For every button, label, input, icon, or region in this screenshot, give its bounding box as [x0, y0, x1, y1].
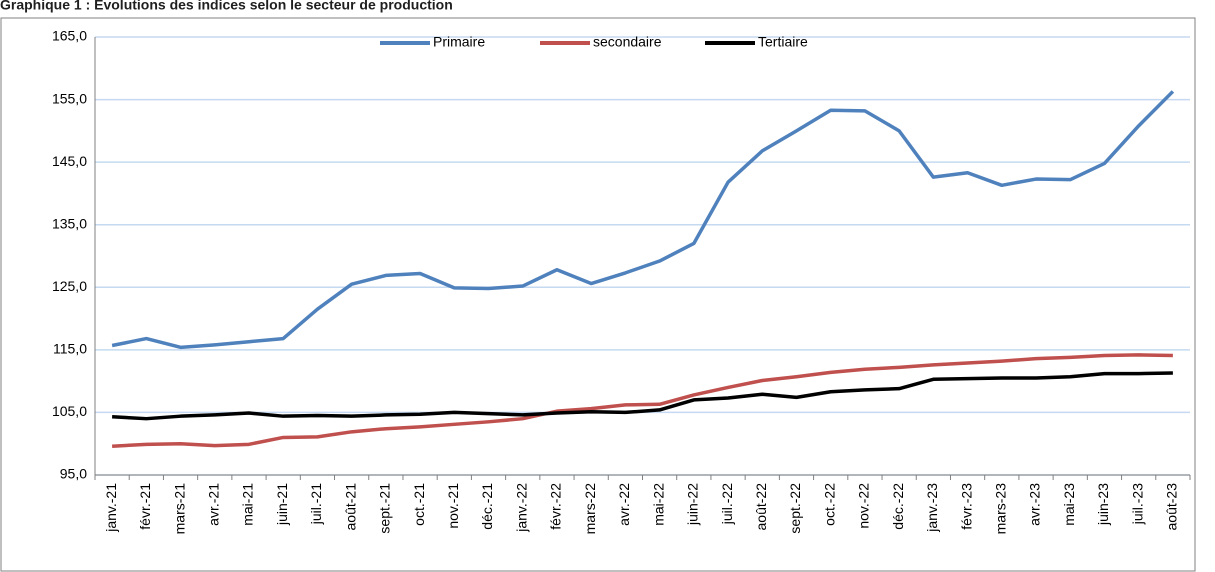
x-tick-label: avr.-22	[616, 483, 632, 526]
x-tick-label: oct.-22	[821, 483, 837, 526]
x-tick-label: mai-23	[1061, 483, 1077, 526]
legend-label: secondaire	[593, 34, 662, 50]
y-tick-label: 135,0	[52, 215, 87, 231]
x-tick-label: juil.-22	[719, 483, 735, 525]
x-tick-label: mai-22	[650, 483, 666, 526]
x-tick-label: août-21	[342, 483, 358, 531]
x-tick-label: août-22	[753, 483, 769, 531]
x-tick-label: mars-21	[171, 483, 187, 535]
x-tick-label: févr.-23	[958, 483, 974, 530]
y-tick-label: 95,0	[60, 466, 87, 482]
x-tick-label: déc.-22	[890, 483, 906, 530]
y-tick-label: 165,0	[52, 28, 87, 44]
x-tick-label: juil.-21	[308, 483, 324, 525]
chart-title: Graphique 1 : Evolutions des indices sel…	[0, 0, 453, 13]
line-series	[112, 353, 1173, 448]
x-tick-label: sept.-22	[787, 483, 803, 534]
x-tick-label: août-23	[1164, 483, 1180, 531]
x-tick-label: sept.-21	[377, 483, 393, 534]
y-tick-label: 155,0	[52, 90, 87, 106]
x-tick-label: juin-22	[685, 483, 701, 526]
x-tick-label: déc.-21	[479, 483, 495, 530]
line-series	[112, 371, 1173, 421]
chart-frame	[0, 17, 1196, 572]
x-tick-label: juin-21	[274, 483, 290, 526]
x-tick-label: juin-23	[1095, 483, 1111, 526]
legend-label: Tertiaire	[758, 34, 808, 50]
x-tick-label: oct.-21	[411, 483, 427, 526]
x-tick-label: avr.-23	[1027, 483, 1043, 526]
x-tick-label: mai-21	[240, 483, 256, 526]
x-tick-label: mars-22	[582, 483, 598, 535]
x-tick-label: janv.-22	[513, 483, 529, 533]
x-tick-label: févr.-21	[137, 483, 153, 530]
x-tick-label: nov.-22	[856, 483, 872, 529]
x-tick-label: mars-23	[993, 483, 1009, 535]
x-tick-label: janv.-23	[924, 483, 940, 533]
y-tick-label: 125,0	[52, 278, 87, 294]
legend-label: Primaire	[433, 34, 485, 50]
x-tick-label: juil.-23	[1129, 483, 1145, 525]
line-series	[111, 90, 1175, 350]
y-tick-label: 115,0	[53, 341, 87, 357]
x-tick-label: janv.-21	[103, 483, 119, 533]
y-tick-label: 105,0	[52, 403, 87, 419]
x-tick-label: avr.-21	[205, 483, 221, 526]
x-tick-label: févr.-22	[548, 483, 564, 530]
x-tick-label: nov.-21	[445, 483, 461, 529]
y-tick-label: 145,0	[52, 153, 87, 169]
